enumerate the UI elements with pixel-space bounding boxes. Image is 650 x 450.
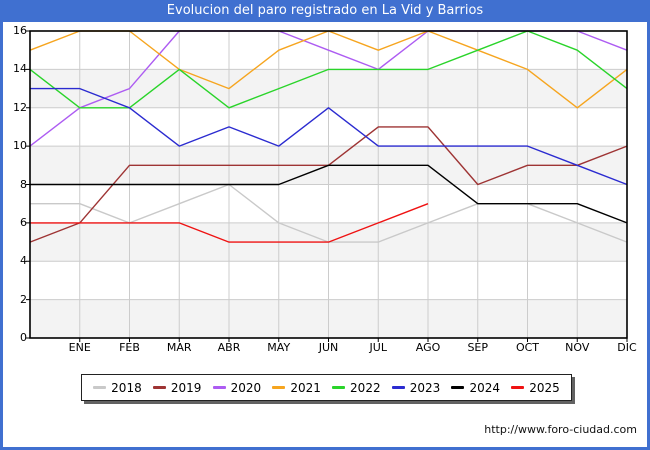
y-axis-label: 14 <box>13 62 27 76</box>
x-axis-label-sep: SEP <box>467 341 489 354</box>
x-axis-label-ene: ENE <box>68 341 91 354</box>
series-line-2025 <box>30 203 429 243</box>
legend-label: 2022 <box>350 380 381 395</box>
x-axis-label-ago: AGO <box>415 341 441 354</box>
x-axis-label-jul: JUL <box>369 341 387 354</box>
y-axis-label: 6 <box>20 215 27 229</box>
legend-label: 2024 <box>469 380 501 395</box>
legend-item-2022: 2022 <box>332 381 381 395</box>
x-axis-label-oct: OCT <box>515 341 540 354</box>
x-axis-label-feb: FEB <box>119 341 140 354</box>
x-axis-label-nov: NOV <box>565 341 590 354</box>
series-line-2023 <box>30 87 628 186</box>
x-axis-label-jun: JUN <box>318 341 339 354</box>
x-axis-label-dic: DIC <box>617 341 637 354</box>
legend-swatch-2022 <box>332 386 346 389</box>
legend-swatch-2021 <box>272 386 286 389</box>
legend-swatch-2024 <box>451 386 465 389</box>
legend-swatch-2018 <box>93 386 107 389</box>
legend-swatch-2023 <box>391 386 405 389</box>
plot-border <box>29 30 628 339</box>
legend-label: 2021 <box>290 380 321 395</box>
legend-swatch-2019 <box>152 386 166 389</box>
legend-item-2018: 2018 <box>93 381 142 395</box>
y-axis-label: 10 <box>13 139 27 153</box>
legend-item-2020: 2020 <box>212 380 262 395</box>
legend: 2018 2019 2020 2021 2022 2023 2024 2025 <box>81 374 572 401</box>
legend-swatch-2020 <box>212 386 226 389</box>
legend-item-2021: 2021 <box>272 381 321 395</box>
legend-label: 2025 <box>529 380 560 395</box>
watermark-url: http://www.foro-ciudad.com <box>484 423 637 436</box>
y-axis-label: 0 <box>20 331 27 344</box>
y-axis-label: 4 <box>20 254 27 268</box>
chart-title: Evolucion del paro registrado en La Vid … <box>3 0 647 22</box>
legend-item-2023: 2023 <box>391 380 441 395</box>
legend-label: 2020 <box>230 380 262 395</box>
legend-item-2025: 2025 <box>511 381 560 395</box>
series-line-2024 <box>30 164 628 224</box>
y-axis-label: 12 <box>13 100 27 114</box>
legend-swatch-2025 <box>511 386 525 389</box>
x-axis-label-mar: MAR <box>166 341 192 354</box>
x-axis-label-may: MAY <box>267 341 291 354</box>
legend-label: 2019 <box>170 380 202 395</box>
legend-label: 2023 <box>409 380 441 395</box>
y-axis-label: 16 <box>13 24 27 37</box>
legend-item-2024: 2024 <box>451 381 500 395</box>
y-axis-label: 8 <box>20 177 27 191</box>
y-axis-label: 2 <box>20 292 27 306</box>
x-axis-label-abr: ABR <box>217 341 241 354</box>
legend-item-2019: 2019 <box>152 380 202 395</box>
legend-label: 2018 <box>111 380 142 395</box>
